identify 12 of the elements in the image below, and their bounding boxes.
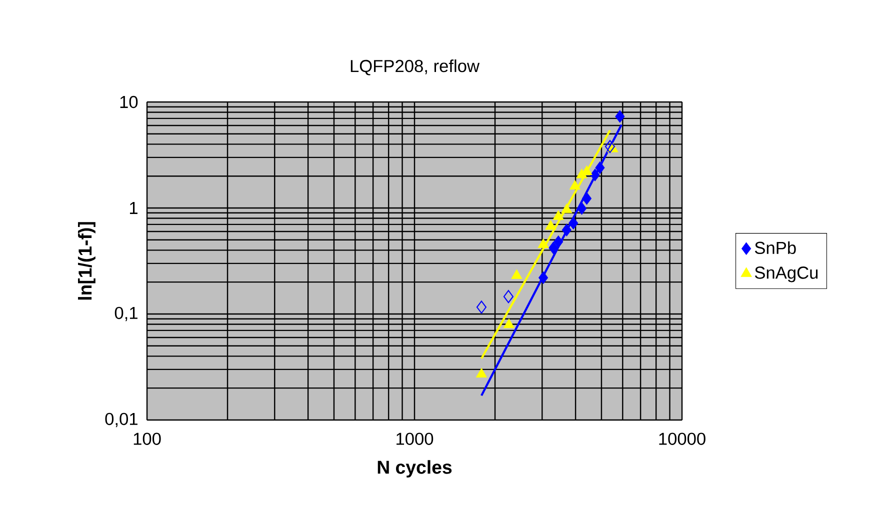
y-tick-label: 0,01: [105, 412, 138, 428]
x-axis-title: N cycles: [378, 460, 452, 478]
y-axis-title: ln[1/(1-f)]: [78, 222, 96, 300]
legend-label: SnPb: [754, 241, 796, 254]
x-tick-label: 1000: [396, 432, 434, 445]
y-tick-label: 1: [130, 202, 138, 214]
chart-title: LQFP208, reflow: [350, 59, 480, 76]
legend-label: SnAgCu: [754, 266, 818, 282]
x-tick-label: 10000: [659, 432, 706, 445]
y-tick-label: 0,1: [114, 306, 138, 322]
y-tick-label: 10: [120, 96, 138, 108]
x-tick-label: 100: [134, 432, 161, 445]
